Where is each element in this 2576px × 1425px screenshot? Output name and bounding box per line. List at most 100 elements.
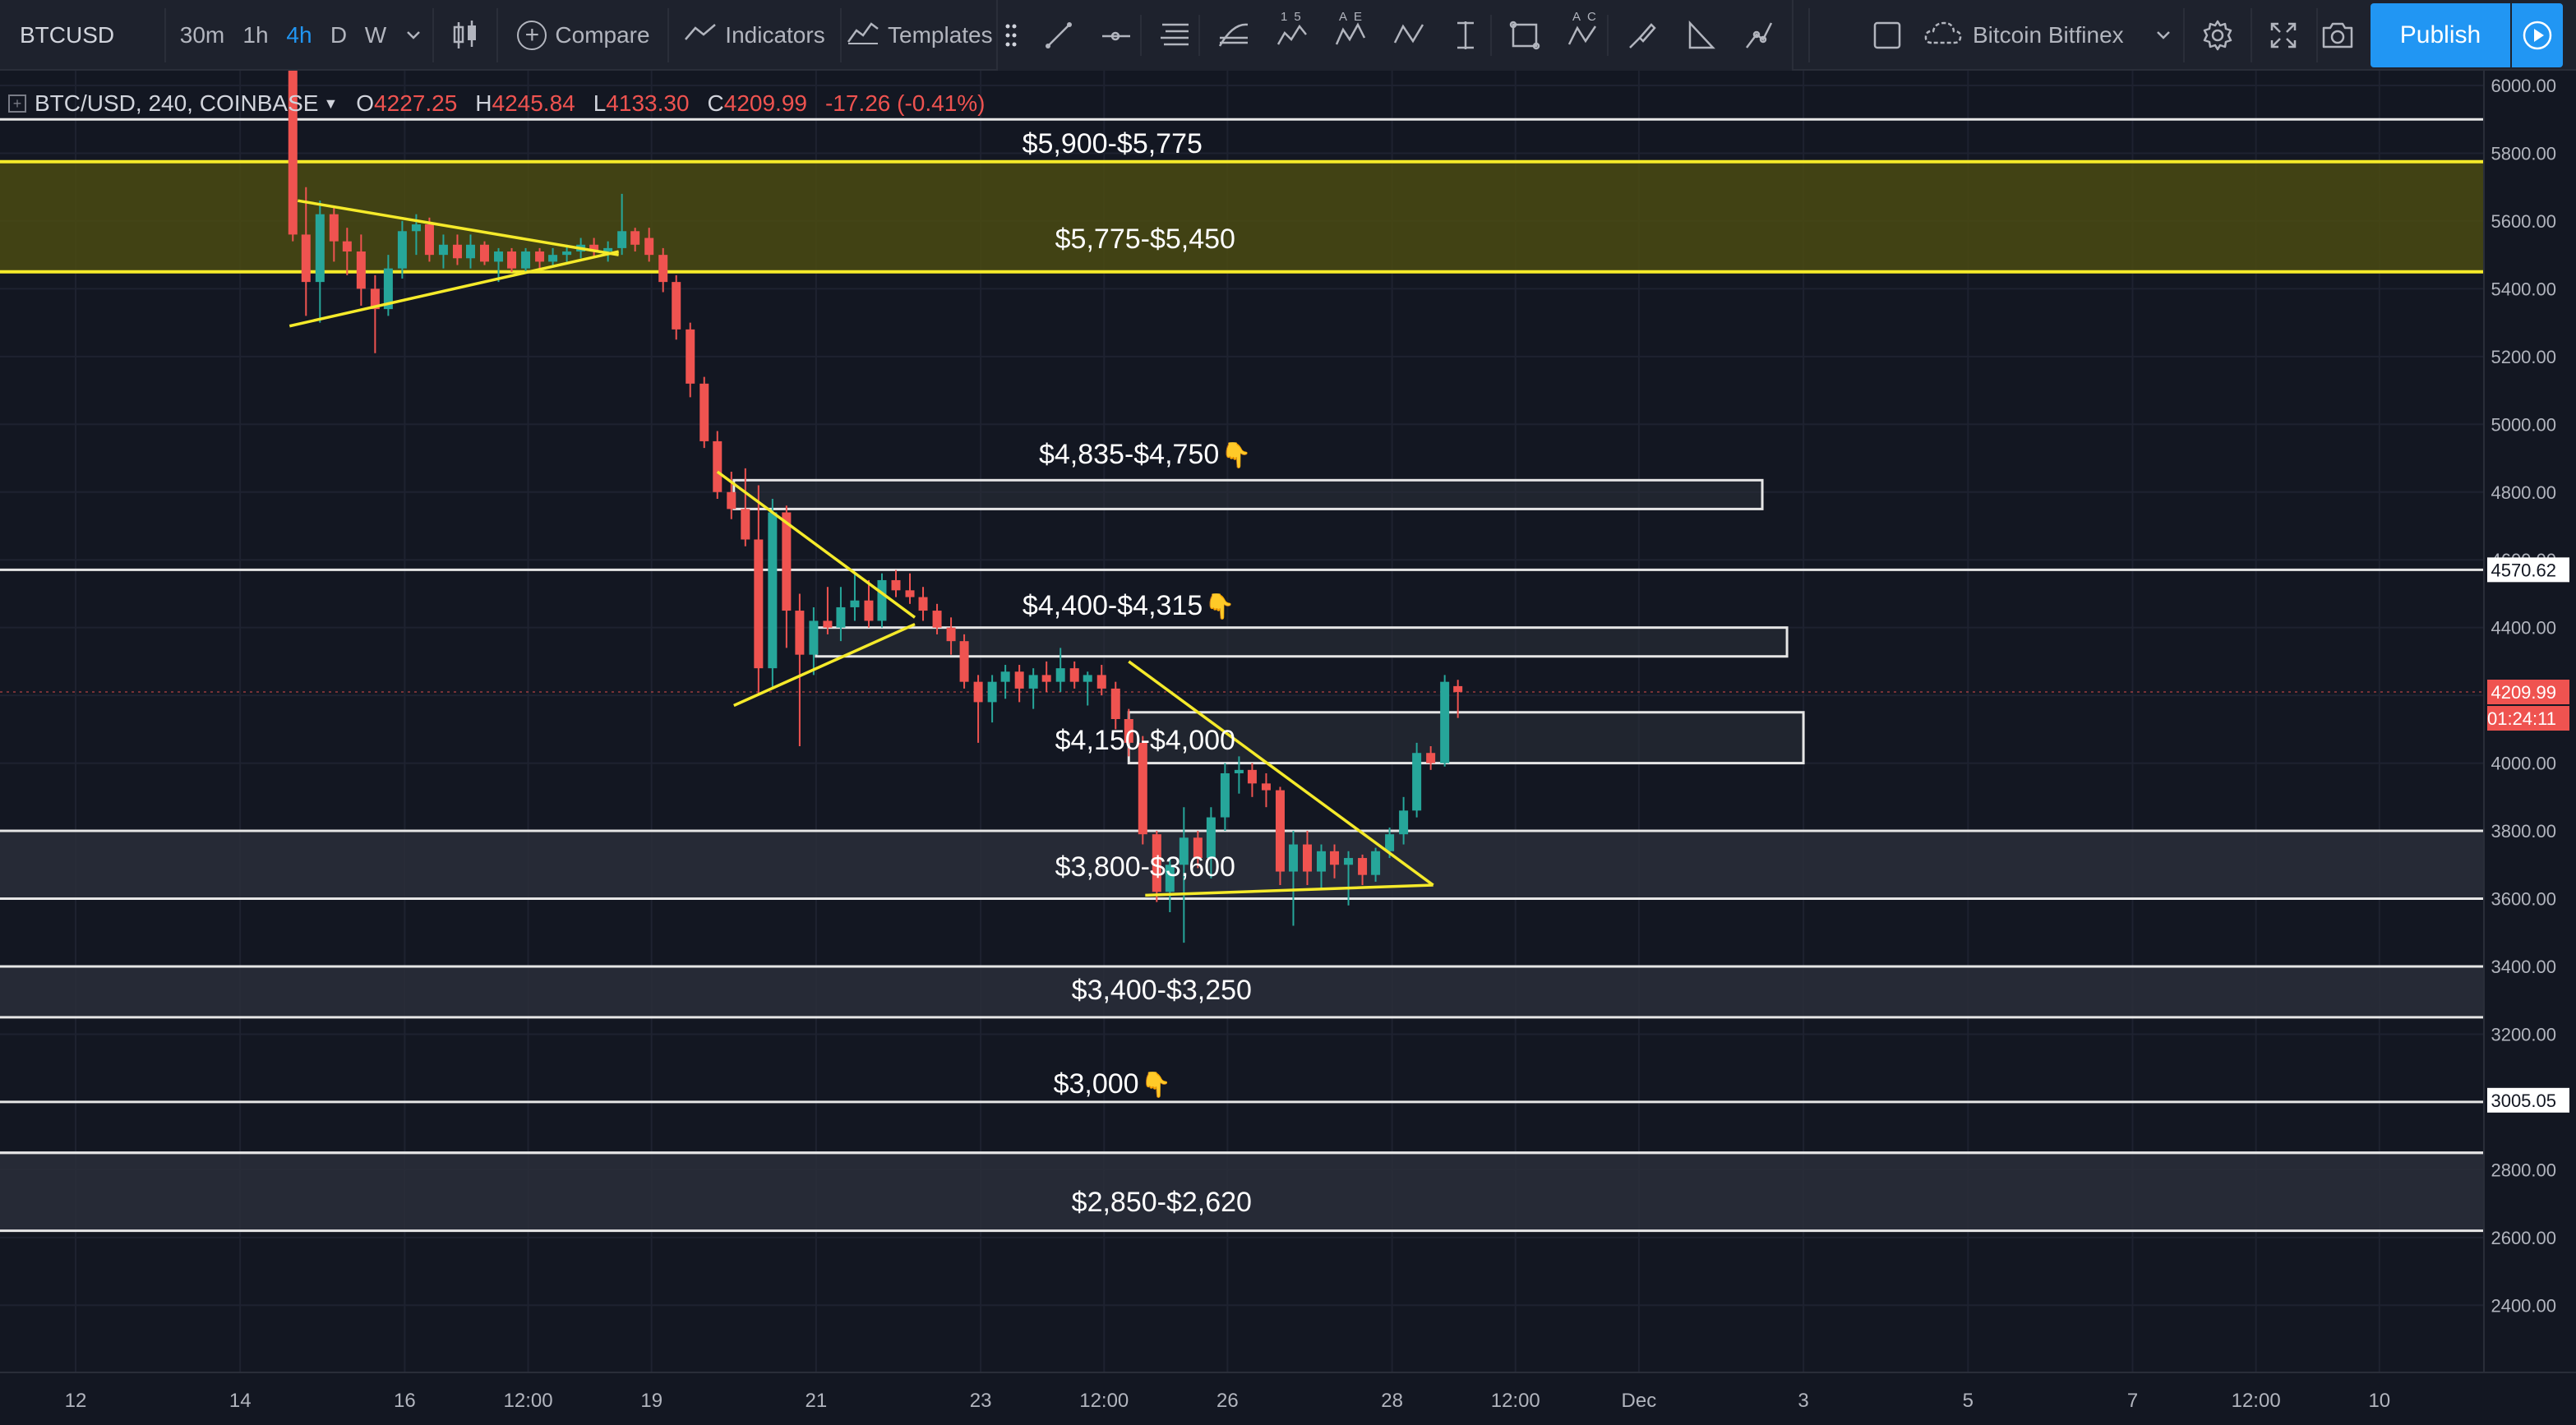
zone-box [815,626,1789,658]
price-tick-label: 5000.00 [2491,414,2556,435]
trendline-yellow [1145,883,1433,897]
price-range-icon[interactable] [1443,15,1492,56]
price-axis[interactable]: 2400.002600.002800.003000.003200.003400.… [2483,71,2576,1425]
interval-dropdown-chevron-icon[interactable] [399,0,427,71]
toolbar-separator [840,8,842,62]
data-source-label: Bitcoin Bitfinex [1973,22,2124,48]
candle-down [288,71,298,235]
time-tick-label: 28 [1381,1390,1403,1412]
interval-d-button[interactable]: D [330,22,348,48]
candle-up [809,620,819,655]
time-tick-label: 12:00 [1491,1390,1540,1412]
data-source-chevron-icon[interactable] [2147,0,2180,71]
candle-down [959,641,969,682]
time-tick-label: 12 [65,1390,87,1412]
candle-up [1288,844,1298,872]
interval-4h-button[interactable]: 4h [286,22,312,48]
price-tick-label: 2800.00 [2491,1160,2556,1180]
candle-up [1317,851,1327,872]
trendline-yellow [1128,660,1434,887]
countdown-label: 01:24:11 [2487,708,2556,729]
candle-down [891,579,901,591]
trendline-yellow [716,470,916,619]
candles-chart-type-icon[interactable] [439,0,492,71]
candle-down [342,241,352,252]
templates-icon [847,21,879,51]
symbol-search-button[interactable]: BTCUSD [20,22,115,48]
brush-icon[interactable] [1618,15,1667,56]
zone-label: $3,000👇 [1054,1068,1171,1100]
time-tick-label: 16 [394,1390,416,1412]
trendline-yellow [289,250,620,328]
fib-retracement-icon[interactable] [1209,15,1258,56]
horizontal-ray-icon[interactable] [1092,15,1142,56]
chart-legend: + BTC/USD, 240, COINBASE ▼ O 4227.25 H 424… [8,90,986,117]
time-tick-label: 3 [1798,1390,1808,1412]
data-source-button[interactable]: Bitcoin Bitfinex [1923,0,2178,71]
time-tick-label: 23 [970,1390,992,1412]
candle-up [521,251,531,269]
abcd-pattern-icon[interactable] [1384,15,1433,56]
zone-band [0,966,2484,1017]
abc-pattern-icon[interactable]: AC [1559,10,1609,56]
candle-down [1275,790,1285,872]
candle-up [1220,772,1230,818]
snapshot-camera-icon[interactable] [2306,0,2369,71]
price-marker-box [2487,1087,2569,1113]
candle-down [754,539,764,669]
trend-line-icon[interactable] [1034,15,1083,56]
price-tick-label: 5600.00 [2491,211,2556,232]
interval-w-button[interactable]: W [364,22,387,48]
zone-band [0,831,2484,899]
triangle-pattern-icon[interactable] [1676,15,1725,56]
candle-up [768,512,778,669]
candle-down [1247,769,1257,784]
time-tick-label: 26 [1216,1390,1239,1412]
candle-down [1358,858,1368,875]
candle-up [1083,675,1092,682]
drawing-tool-letters: AE [1339,10,1369,24]
legend-collapse-icon[interactable]: + [8,95,26,113]
candle-up [315,214,325,283]
trendline-yellow [297,199,619,256]
settings-gear-icon[interactable] [2186,0,2249,71]
candle-down [589,244,599,252]
price-axis-bg [2484,71,2576,1425]
candle-down [630,231,640,245]
compare-button[interactable]: + Compare [501,0,666,71]
drag-handle-icon[interactable] [1004,23,1018,48]
time-axis[interactable]: 12 14 16 12:00 19 21 23 12:00 26 28 12:00 Dec 3 5 7 12:… [0,1372,2576,1425]
path-icon[interactable] [1734,15,1784,56]
interval-30m-button[interactable]: 30m [179,22,225,48]
price-tick-label: 3600.00 [2491,889,2556,910]
toolbar-separator [2316,8,2318,62]
candle-up [1000,671,1010,682]
candle-down [1261,783,1271,791]
candle-up [383,268,393,310]
publish-button[interactable]: Publish [2371,3,2510,67]
xabcd-pattern-icon[interactable]: 15 [1267,10,1317,56]
elliott-wave-icon[interactable]: AE [1326,10,1375,56]
legend-chevron-icon[interactable]: ▼ [323,95,339,112]
zone-box [1127,711,1805,765]
candle-up [1440,681,1450,763]
legend-low-value: 4133.30 [606,90,690,116]
toolbar-separator [432,8,434,62]
price-chart[interactable]: 2400.002600.002800.003000.003200.003400.… [0,71,2576,1425]
time-tick-label: 5 [1963,1390,1974,1412]
drawing-toolbar: 15 AE AC [996,0,1794,71]
layout-square-icon[interactable] [1861,0,1914,71]
candle-up [877,579,887,621]
rectangle-icon[interactable] [1501,15,1550,56]
zone-label: $3,400-$3,250 [1072,975,1252,1007]
time-tick-label: 12:00 [504,1390,553,1412]
time-tick-label: 12:00 [2232,1390,2281,1412]
legend-symbol[interactable]: BTC/USD, 240, COINBASE [35,90,319,116]
fullscreen-icon[interactable] [2252,0,2315,71]
indicators-button[interactable]: Indicators [672,0,837,71]
candle-down [864,600,874,621]
publish-play-icon[interactable] [2512,3,2563,67]
pitchfork-icon[interactable] [1151,15,1200,56]
templates-button[interactable]: Templates [847,0,1003,71]
interval-1h-button[interactable]: 1h [242,22,269,48]
